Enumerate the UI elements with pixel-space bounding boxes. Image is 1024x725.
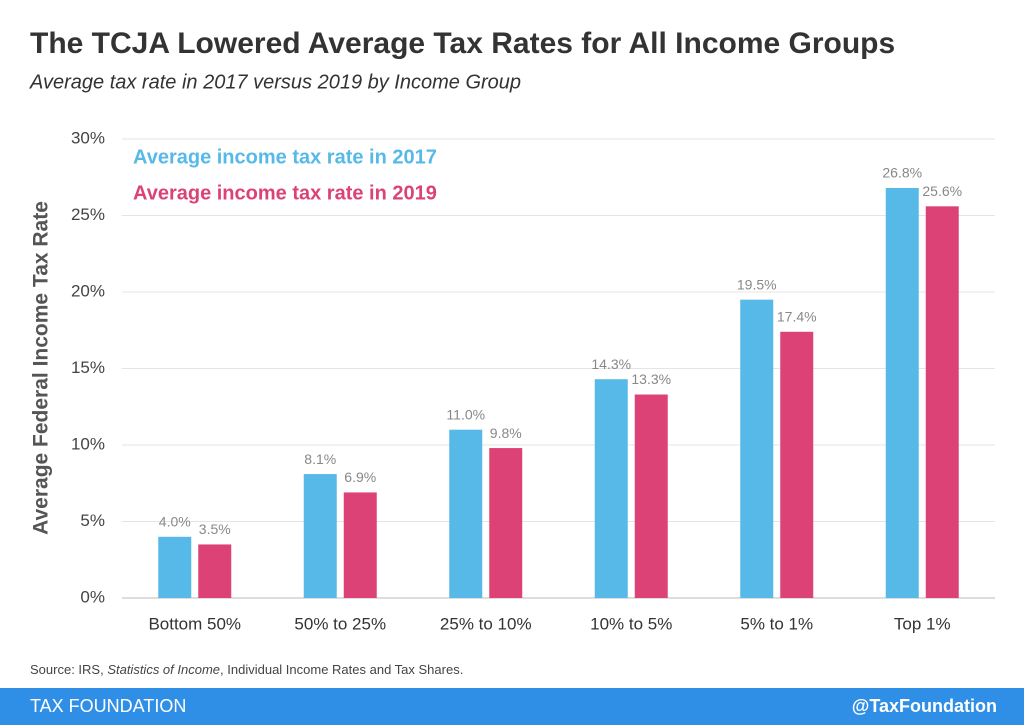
bar xyxy=(885,187,919,598)
bar xyxy=(303,474,337,598)
y-tick-label: 15% xyxy=(71,358,105,377)
bar xyxy=(780,331,814,598)
value-label: 6.9% xyxy=(344,469,376,485)
footer-right: @TaxFoundation xyxy=(852,696,997,716)
x-tick-label: Top 1% xyxy=(894,614,951,633)
value-label: 19.5% xyxy=(737,276,777,292)
y-tick-label: 0% xyxy=(80,587,105,606)
x-tick-label: 50% to 25% xyxy=(294,614,386,633)
bar xyxy=(198,544,232,598)
y-tick-label: 30% xyxy=(71,128,105,147)
source-text: Statistics of Income xyxy=(107,662,220,677)
bar xyxy=(343,492,377,598)
x-tick-label: 5% to 1% xyxy=(740,614,813,633)
value-label: 14.3% xyxy=(591,356,631,372)
value-label: 13.3% xyxy=(631,371,671,387)
value-label: 25.6% xyxy=(922,183,962,199)
legend-entry: Average income tax rate in 2019 xyxy=(133,182,437,204)
chart-title: The TCJA Lowered Average Tax Rates for A… xyxy=(30,27,895,60)
value-label: 17.4% xyxy=(777,308,817,324)
bar xyxy=(449,429,483,598)
bar xyxy=(594,379,628,598)
y-tick-label: 10% xyxy=(71,434,105,453)
source-text: Source: IRS, xyxy=(30,662,107,677)
bar xyxy=(925,206,959,598)
x-tick-label: Bottom 50% xyxy=(148,614,241,633)
bar xyxy=(158,536,192,598)
chart-subtitle: Average tax rate in 2017 versus 2019 by … xyxy=(29,71,521,93)
legend-entry: Average income tax rate in 2017 xyxy=(133,146,437,168)
y-tick-label: 25% xyxy=(71,205,105,224)
footer-left: TAX FOUNDATION xyxy=(30,696,186,716)
footer-bar xyxy=(0,688,1024,725)
x-tick-label: 25% to 10% xyxy=(440,614,532,633)
bar xyxy=(634,394,668,598)
value-label: 3.5% xyxy=(199,521,231,537)
value-label: 11.0% xyxy=(446,406,485,422)
x-tick-label: 10% to 5% xyxy=(590,614,672,633)
y-tick-label: 20% xyxy=(71,281,105,300)
y-axis-label: Average Federal Income Tax Rate xyxy=(30,201,53,535)
bar xyxy=(740,299,774,598)
bar xyxy=(489,448,523,598)
value-label: 9.8% xyxy=(490,425,522,441)
source-text: , Individual Income Rates and Tax Shares… xyxy=(220,662,463,677)
y-tick-label: 5% xyxy=(80,511,105,530)
value-label: 8.1% xyxy=(304,451,336,467)
value-label: 26.8% xyxy=(882,165,922,181)
source: Source: IRS, Statistics of Income, Indiv… xyxy=(30,662,463,677)
value-label: 4.0% xyxy=(159,514,191,530)
